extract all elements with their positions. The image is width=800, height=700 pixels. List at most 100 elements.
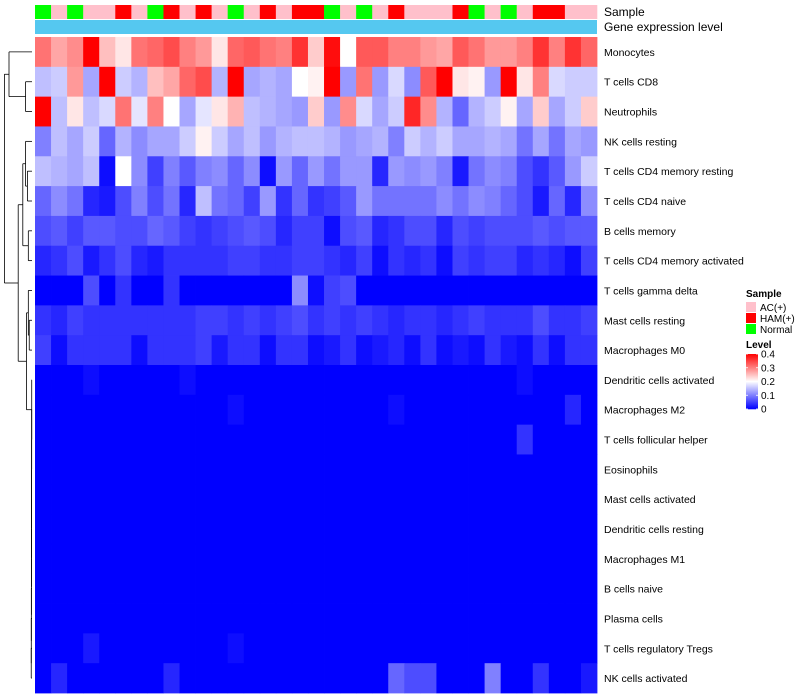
heatmap-cell (340, 633, 357, 664)
heatmap-cell (484, 37, 502, 68)
heatmap-cell (243, 484, 261, 515)
heatmap-cell (484, 603, 502, 634)
heatmap-cell (35, 245, 52, 276)
heatmap-cell (356, 484, 373, 515)
heatmap-cell (564, 275, 582, 306)
legend-level-tick: 0.2 (761, 377, 775, 388)
heatmap-cell (420, 305, 437, 336)
heatmap-cell (372, 275, 389, 306)
heatmap-cell (516, 245, 534, 276)
heatmap-cell (115, 484, 132, 515)
heatmap-cell (564, 424, 582, 455)
heatmap-cell (115, 424, 132, 455)
heatmap-cell (291, 454, 309, 485)
heatmap-cell (211, 424, 229, 455)
heatmap-cell (516, 663, 534, 694)
row-label: T cells CD8 (604, 77, 658, 89)
sample-annotation-cell (291, 5, 309, 19)
heatmap-cell (388, 424, 405, 455)
heatmap-cell (163, 603, 180, 634)
heatmap-cell (115, 275, 132, 306)
sample-annotation-cell (115, 5, 132, 19)
heatmap-cell (131, 603, 148, 634)
heatmap-cell (275, 484, 293, 515)
heatmap-cell (580, 603, 598, 634)
heatmap-cell (275, 543, 293, 575)
heatmap-cell (211, 573, 229, 604)
heatmap-cell (307, 573, 325, 604)
heatmap-cell (115, 335, 132, 366)
legend-colorbar-segment (746, 368, 758, 370)
heatmap-cell (291, 215, 309, 247)
heatmap-cell (275, 37, 293, 68)
heatmap-cell (548, 633, 566, 664)
heatmap-cell (147, 394, 164, 426)
heatmap-cell (307, 66, 325, 98)
heatmap-cell (179, 156, 196, 187)
heatmap-cell (291, 633, 309, 664)
heatmap-cell (532, 514, 550, 545)
heatmap-cell (356, 335, 373, 366)
row-label: T cells follicular helper (604, 435, 708, 447)
heatmap-cell (516, 126, 534, 157)
heatmap-cell (51, 37, 68, 68)
heatmap-cell (51, 305, 68, 336)
heatmap-cell (324, 37, 341, 68)
heatmap-cell (516, 365, 534, 396)
heatmap-cell (163, 514, 180, 545)
legend-sample-swatch (746, 313, 756, 323)
heatmap-cell (51, 96, 68, 127)
heatmap-cell (532, 454, 550, 485)
heatmap-cell (291, 663, 309, 694)
heatmap-cell (307, 484, 325, 515)
heatmap-cell (436, 37, 453, 68)
heatmap-cell (131, 633, 148, 664)
heatmap-cell (372, 663, 389, 694)
heatmap-cell (115, 186, 132, 217)
heatmap-cell (548, 126, 566, 157)
heatmap-cell (51, 573, 68, 604)
row-label: T cells CD4 naive (604, 196, 686, 208)
heatmap-cell (99, 186, 116, 217)
heatmap-cell (516, 37, 534, 68)
heatmap-cell (436, 663, 453, 694)
heatmap-cell (420, 603, 437, 634)
heatmap-cell (67, 275, 84, 306)
heatmap-cell (436, 335, 453, 366)
heatmap-cell (291, 543, 309, 575)
heatmap-cell (147, 633, 164, 664)
heatmap-cell (227, 156, 245, 187)
heatmap-cell (83, 305, 100, 336)
legend-colorbar-segment (746, 397, 758, 399)
heatmap-cell (324, 305, 341, 336)
sample-annotation-cell (500, 5, 518, 19)
heatmap-cell (548, 96, 566, 127)
heatmap-cell (468, 275, 485, 306)
heatmap-cell (275, 573, 293, 604)
sample-annotation-cell (420, 5, 437, 19)
heatmap-cell (195, 365, 213, 396)
heatmap-cell (420, 156, 437, 187)
heatmap-cell (67, 514, 84, 545)
legend-colorbar-segment (746, 357, 758, 359)
sample-annotation-cell (307, 5, 325, 19)
heatmap-cell (83, 37, 100, 68)
legend-colorbar-segment (746, 361, 758, 363)
heatmap-cell (580, 186, 598, 217)
heatmap-cell (243, 663, 261, 694)
heatmap-cell (356, 603, 373, 634)
heatmap-cell (35, 514, 52, 545)
sample-annotation-cell (324, 5, 341, 19)
heatmap-cell (83, 335, 100, 366)
heatmap-cell (227, 37, 245, 68)
heatmap-cell (500, 514, 518, 545)
heatmap-cell (131, 365, 148, 396)
heatmap-cell (211, 96, 229, 127)
heatmap-cell (404, 514, 421, 545)
heatmap-cell (388, 663, 405, 694)
legend-colorbar-segment (746, 398, 758, 400)
legend-colorbar-segment (746, 385, 758, 387)
heatmap-cell (51, 543, 68, 575)
heatmap-cell (324, 543, 341, 575)
heatmap-cell (115, 365, 132, 396)
